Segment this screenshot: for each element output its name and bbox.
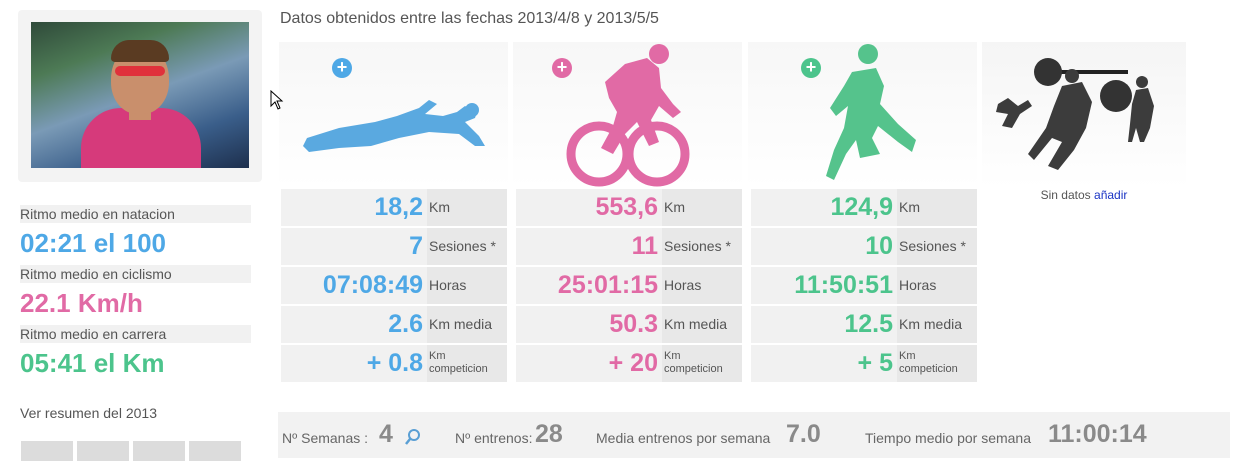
year-tab[interactable] — [77, 441, 129, 461]
search-icon[interactable] — [404, 428, 422, 446]
cyclist-icon — [566, 44, 690, 187]
bike-competition-value: + 20 — [516, 345, 662, 382]
run-avg-value: 12.5 — [751, 306, 897, 343]
year-tab[interactable] — [21, 441, 73, 461]
bike-sessions-unit: Sesiones * — [662, 228, 742, 265]
swim-avg-unit: Km media — [427, 306, 507, 343]
run-pace-label: Ritmo medio en carrera — [20, 325, 251, 343]
swim-tile[interactable]: + — [279, 42, 508, 188]
bike-avg-value: 50.3 — [516, 306, 662, 343]
bike-competition-unit: Km competicion — [662, 345, 742, 382]
swim-sessions-value: 7 — [281, 228, 427, 265]
year-summary-link[interactable]: Ver resumen del 2013 — [20, 405, 157, 421]
run-competition-value: + 5 — [751, 345, 897, 382]
run-sessions-unit: Sesiones * — [897, 228, 977, 265]
bike-km-value: 553,6 — [516, 189, 662, 226]
run-km-value: 124,9 — [751, 189, 897, 226]
swim-competition-value: + 0.8 — [281, 345, 427, 382]
run-tile[interactable]: + — [748, 42, 977, 188]
bike-avg-unit: Km media — [662, 306, 742, 343]
run-competition-unit: Km competicion — [897, 345, 977, 382]
year-tab[interactable] — [133, 441, 185, 461]
year-tab[interactable] — [189, 441, 241, 461]
add-swim-plus-icon[interactable]: + — [332, 58, 352, 78]
avg-trainings-label: Media entrenos por semana — [596, 430, 771, 446]
swim-hours-unit: Horas — [427, 267, 507, 304]
date-range-title: Datos obtenidos entre las fechas 2013/4/… — [280, 10, 659, 27]
weights-tile — [982, 42, 1186, 188]
trainings-label: Nº entrenos: — [455, 430, 533, 446]
swim-pace-label: Ritmo medio en natacion — [20, 205, 251, 223]
run-hours-unit: Horas — [897, 267, 977, 304]
bike-hours-value: 25:01:15 — [516, 267, 662, 304]
weeks-label: Nº Semanas : — [282, 430, 369, 446]
runner-icon — [826, 44, 916, 180]
no-data-text: Sin datos — [1040, 188, 1091, 202]
athlete-photo[interactable] — [31, 22, 249, 168]
swimmer-icon — [303, 100, 485, 152]
bike-tile[interactable]: + — [513, 42, 742, 188]
avg-time-label: Tiempo medio por semana — [865, 430, 1032, 446]
add-weights-link[interactable]: añadir — [1094, 188, 1128, 202]
weightlifting-icon — [996, 58, 1154, 170]
bike-pace-label: Ritmo medio en ciclismo — [20, 265, 251, 283]
swim-sessions-unit: Sesiones * — [427, 228, 507, 265]
run-sessions-value: 10 — [751, 228, 897, 265]
avg-trainings-value: 7.0 — [786, 420, 821, 448]
run-avg-unit: Km media — [897, 306, 977, 343]
swim-km-value: 18,2 — [281, 189, 427, 226]
trainings-value: 28 — [535, 420, 563, 448]
swim-avg-value: 2.6 — [281, 306, 427, 343]
swim-hours-value: 07:08:49 — [281, 267, 427, 304]
run-hours-value: 11:50:51 — [751, 267, 897, 304]
add-bike-plus-icon[interactable]: + — [552, 58, 572, 78]
weekly-summary-bar — [278, 412, 1230, 458]
bike-pace-value: 22.1 Km/h — [20, 288, 143, 318]
mouse-cursor-icon — [270, 90, 284, 110]
bike-hours-unit: Horas — [662, 267, 742, 304]
run-pace-value: 05:41 el Km — [20, 348, 165, 378]
avg-time-value: 11:00:14 — [1048, 420, 1147, 448]
swim-pace-value: 02:21 el 100 — [20, 228, 167, 258]
weeks-value: 4 — [379, 420, 393, 448]
run-km-unit: Km — [897, 189, 977, 226]
bike-km-unit: Km — [662, 189, 742, 226]
swim-competition-unit: Km competicion — [427, 345, 507, 382]
weights-no-data: Sin datos añadir — [982, 188, 1186, 202]
bike-sessions-value: 11 — [516, 228, 662, 265]
swim-km-unit: Km — [427, 189, 507, 226]
add-run-plus-icon[interactable]: + — [801, 58, 821, 78]
